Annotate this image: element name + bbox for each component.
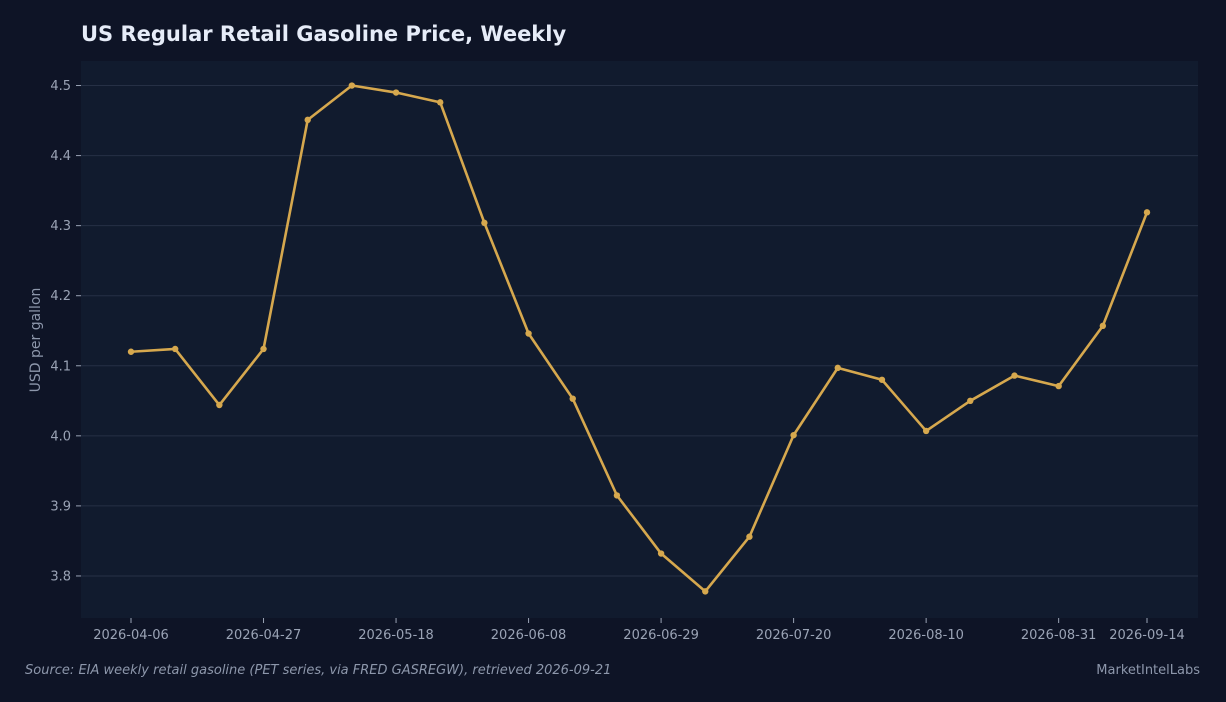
y-tick-label: 4.1 <box>50 359 71 374</box>
x-tick-label: 2026-08-31 <box>1021 628 1097 643</box>
data-point <box>216 401 223 409</box>
data-point <box>1055 382 1062 390</box>
data-point <box>348 82 356 89</box>
data-point <box>437 99 444 106</box>
data-point <box>834 364 841 372</box>
x-tick-label: 2026-04-27 <box>226 628 302 643</box>
data-point <box>790 431 797 439</box>
data-point <box>304 116 311 124</box>
brand-label: MarketIntelLabs <box>1096 663 1200 678</box>
plot-area <box>81 61 1198 618</box>
x-tick-label: 2026-06-29 <box>623 628 699 643</box>
data-point <box>392 89 400 96</box>
data-point <box>260 345 267 353</box>
y-axis: 3.8 3.9 4.0 4.1 4.2 4.3 4.4 4.5 <box>50 79 81 584</box>
data-point <box>1011 372 1018 379</box>
x-tick-label: 2026-09-14 <box>1109 628 1185 643</box>
source-note: Source: EIA weekly retail gasoline (PET … <box>25 663 611 678</box>
data-point <box>481 219 488 227</box>
y-tick-label: 4.4 <box>50 149 71 164</box>
grid-lines <box>81 85 1198 577</box>
series-layer <box>127 82 1151 595</box>
chart-title: US Regular Retail Gasoline Price, Weekly <box>81 22 566 46</box>
y-tick-label: 4.2 <box>50 289 71 304</box>
data-point <box>613 492 621 499</box>
x-axis: 2026-04-06 2026-04-27 2026-05-18 2026-06-08… <box>93 618 1185 643</box>
y-tick-label: 4.5 <box>50 79 71 94</box>
data-point <box>878 376 886 383</box>
data-point <box>525 330 532 337</box>
x-tick-label: 2026-08-10 <box>888 628 964 643</box>
data-point <box>1099 322 1107 330</box>
x-tick-label: 2026-05-18 <box>358 628 434 643</box>
data-point <box>967 397 974 405</box>
y-tick-label: 4.0 <box>50 429 71 444</box>
x-tick-label: 2026-06-08 <box>491 628 567 643</box>
data-point <box>657 550 665 557</box>
x-tick-label: 2026-07-20 <box>756 628 832 643</box>
data-point <box>702 588 709 595</box>
data-point <box>127 348 135 355</box>
y-tick-label: 3.8 <box>50 569 71 584</box>
y-tick-label: 4.3 <box>50 219 71 234</box>
x-tick-label: 2026-04-06 <box>93 628 169 643</box>
data-point <box>922 427 930 435</box>
data-point <box>171 345 179 353</box>
series-line <box>129 84 1149 593</box>
y-axis-label: USD per gallon <box>28 288 44 393</box>
data-point <box>746 533 753 540</box>
data-point <box>1143 209 1151 216</box>
y-tick-label: 3.9 <box>50 499 71 514</box>
data-point <box>569 395 576 402</box>
